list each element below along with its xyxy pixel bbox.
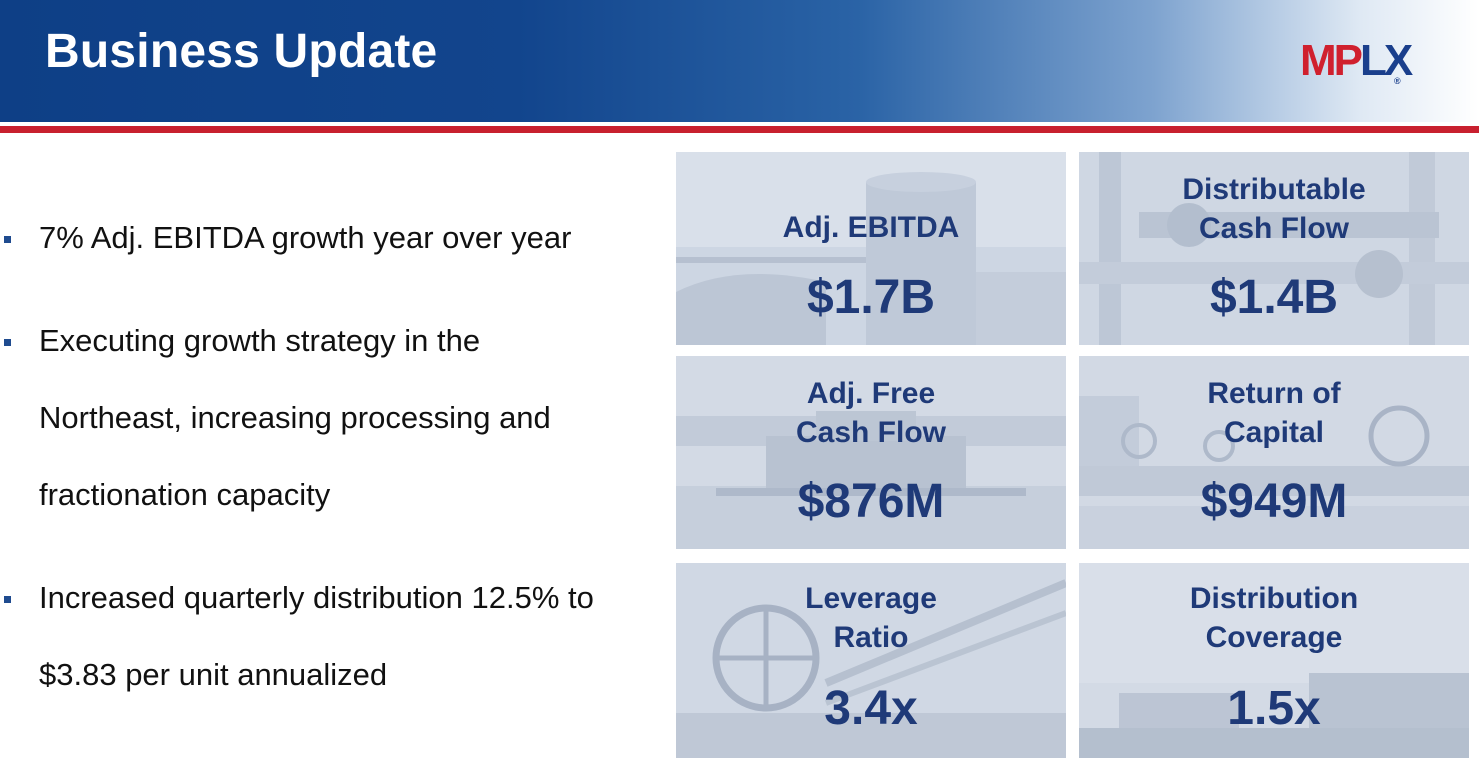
bullet-list: 7% Adj. EBITDA growth year over year Exe… bbox=[0, 0, 660, 771]
valve-wheel-icon bbox=[676, 563, 1066, 758]
page-title: Business Update bbox=[45, 25, 438, 78]
metric-label: Distribution bbox=[1189, 582, 1359, 615]
metric-label: Capital bbox=[1223, 416, 1325, 449]
logo-lx-text: LX bbox=[1360, 36, 1413, 85]
mplx-logo: MPLX ® bbox=[1300, 30, 1452, 92]
metric-tile-adj-free-cash-flow: Adj. Free Cash Flow $876M bbox=[676, 356, 1066, 549]
metric-label: Adj. EBITDA bbox=[782, 211, 960, 244]
metric-label: Cash Flow bbox=[795, 416, 946, 449]
pipes-icon bbox=[1079, 152, 1469, 345]
towboat-icon bbox=[676, 356, 1066, 549]
valve-wheels-icon bbox=[1079, 356, 1469, 549]
logo-registered-mark: ® bbox=[1394, 76, 1401, 86]
logo-mp-text: MP bbox=[1300, 36, 1363, 85]
tank-farm-icon bbox=[1079, 563, 1469, 758]
bullet-line: Increased quarterly distribution 12.5% t… bbox=[39, 580, 594, 615]
metric-value: $1.4B bbox=[1209, 271, 1339, 324]
bullet-marker bbox=[4, 596, 11, 603]
metric-label: Coverage bbox=[1205, 621, 1343, 654]
bullet-line: fractionation capacity bbox=[39, 477, 331, 512]
metric-label: Distributable bbox=[1182, 173, 1366, 206]
metric-value: 1.5x bbox=[1227, 682, 1321, 735]
metric-value: $949M bbox=[1200, 475, 1348, 528]
metric-tile-distributable-cash-flow: Distributable Cash Flow $1.4B bbox=[1079, 152, 1469, 345]
metric-label: Return of bbox=[1207, 377, 1341, 410]
metric-value: $876M bbox=[797, 475, 945, 528]
metric-value: $1.7B bbox=[806, 271, 936, 324]
header-white-rule bbox=[0, 122, 1479, 126]
metric-value: 3.4x bbox=[824, 682, 918, 735]
metric-tile-distribution-coverage: Distribution Coverage 1.5x bbox=[1079, 563, 1469, 758]
bullet-marker bbox=[4, 339, 11, 346]
header-red-rule bbox=[0, 126, 1479, 133]
metric-tile-adj-ebitda: Adj. EBITDA $1.7B bbox=[676, 152, 1066, 345]
storage-tank-icon bbox=[676, 152, 1066, 345]
header-banner: Business Update MPLX ® bbox=[0, 0, 1479, 122]
metrics-grid: Adj. EBITDA $1.7B Distributable Cash Flo… bbox=[676, 150, 1469, 760]
bullet-line: Executing growth strategy in the bbox=[39, 323, 481, 358]
bullet-line: 7% Adj. EBITDA growth year over year bbox=[39, 220, 572, 255]
metric-label: Adj. Free bbox=[806, 377, 936, 410]
metric-label: Ratio bbox=[833, 621, 909, 654]
bullet-line: $3.83 per unit annualized bbox=[39, 657, 388, 692]
bullet-line: Northeast, increasing processing and bbox=[39, 400, 551, 435]
metric-tile-return-of-capital: Return of Capital $949M bbox=[1079, 356, 1469, 549]
metric-label: Leverage bbox=[805, 582, 937, 615]
bullet-marker bbox=[4, 236, 11, 243]
metric-label: Cash Flow bbox=[1198, 212, 1349, 245]
metric-tile-leverage-ratio: Leverage Ratio 3.4x bbox=[676, 563, 1066, 758]
